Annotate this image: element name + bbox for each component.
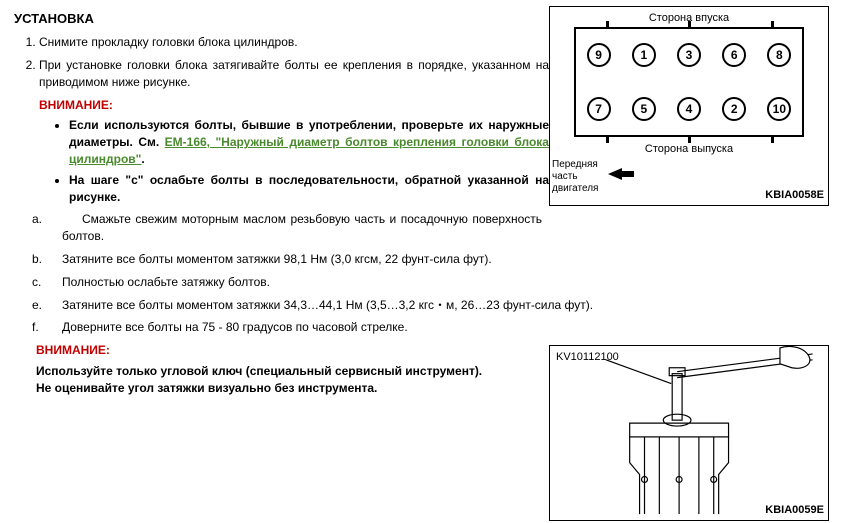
attention-block-2: ВНИМАНИЕ: Используйте только угловой клю… bbox=[36, 342, 526, 396]
letter-a: a. bbox=[32, 211, 62, 245]
substep-f-text: Доверните все болты на 75 - 80 градусов … bbox=[62, 319, 832, 336]
bolt-2: 2 bbox=[722, 97, 746, 121]
front-arrow-icon bbox=[608, 167, 634, 182]
figure-code-1: KBIA0058E bbox=[765, 188, 824, 203]
bullet-1: Если используются болты, бывшие в употре… bbox=[69, 117, 549, 167]
bolt-3: 3 bbox=[677, 43, 701, 67]
substep-c-text: Полностью ослабьте затяжку болтов. bbox=[62, 274, 832, 291]
exhaust-side-label: Сторона выпуска bbox=[550, 142, 828, 157]
cylinder-head-rect: 9 1 3 6 8 7 5 4 2 10 bbox=[574, 27, 804, 137]
front-l1: Передняя bbox=[552, 159, 598, 170]
notch-icon bbox=[606, 21, 609, 29]
bolt-10: 10 bbox=[767, 97, 791, 121]
substep-f: f. Доверните все болты на 75 - 80 градус… bbox=[32, 319, 832, 336]
notch-icon bbox=[771, 21, 774, 29]
notch-icon bbox=[688, 21, 691, 29]
bullet-2: На шаге "с" ослабьте болты в последовате… bbox=[69, 172, 549, 206]
bolt-1: 1 bbox=[632, 43, 656, 67]
bolt-5: 5 bbox=[632, 97, 656, 121]
front-l2: часть bbox=[552, 171, 578, 182]
attention-2-line-1: Используйте только угловой ключ (специал… bbox=[36, 363, 526, 380]
substep-b: b. Затяните все болты моментом затяжки 9… bbox=[32, 251, 832, 268]
bolt-sequence-diagram: Сторона впуска 9 1 3 6 8 7 5 4 2 10 bbox=[549, 6, 829, 206]
letter-e: e. bbox=[32, 297, 62, 314]
attention-bullets: Если используются болты, бывшие в употре… bbox=[69, 117, 549, 205]
bolt-4: 4 bbox=[677, 97, 701, 121]
figure-code-2: KBIA0059E bbox=[765, 503, 824, 518]
substep-e-text: Затяните все болты моментом затяжки 34,3… bbox=[62, 297, 832, 314]
bolt-9: 9 bbox=[587, 43, 611, 67]
substep-a-text: Смажьте свежим моторным маслом резьбовую… bbox=[62, 211, 542, 245]
step-2: При установке головки блока затягивайте … bbox=[39, 57, 549, 205]
bolt-7: 7 bbox=[587, 97, 611, 121]
letter-b: b. bbox=[32, 251, 62, 268]
angle-wrench-diagram: KV10112100 bbox=[549, 345, 829, 521]
substep-c: c. Полностью ослабьте затяжку болтов. bbox=[32, 274, 832, 291]
letter-c: c. bbox=[32, 274, 62, 291]
attention-label-2: ВНИМАНИЕ: bbox=[36, 342, 526, 359]
letter-f: f. bbox=[32, 319, 62, 336]
substep-a: a. Смажьте свежим моторным маслом резьбо… bbox=[32, 211, 542, 245]
step-2-text: При установке головки блока затягивайте … bbox=[39, 58, 549, 89]
attention-label-1: ВНИМАНИЕ: bbox=[39, 97, 549, 114]
bolt-6: 6 bbox=[722, 43, 746, 67]
engine-front-label: Передняя часть двигателя bbox=[552, 159, 598, 195]
attention-2-line-2: Не оценивайте угол затяжки визуально без… bbox=[36, 380, 526, 397]
substep-e: e. Затяните все болты моментом затяжки 3… bbox=[32, 297, 832, 314]
bolt-8: 8 bbox=[767, 43, 791, 67]
bolt-row-bottom: 7 5 4 2 10 bbox=[576, 97, 802, 121]
engine-illustration bbox=[550, 346, 828, 520]
substep-b-text: Затяните все болты моментом затяжки 98,1… bbox=[62, 251, 832, 268]
front-l3: двигателя bbox=[552, 183, 598, 194]
bolt-row-top: 9 1 3 6 8 bbox=[576, 43, 802, 67]
bullet-1-post: . bbox=[141, 152, 144, 166]
